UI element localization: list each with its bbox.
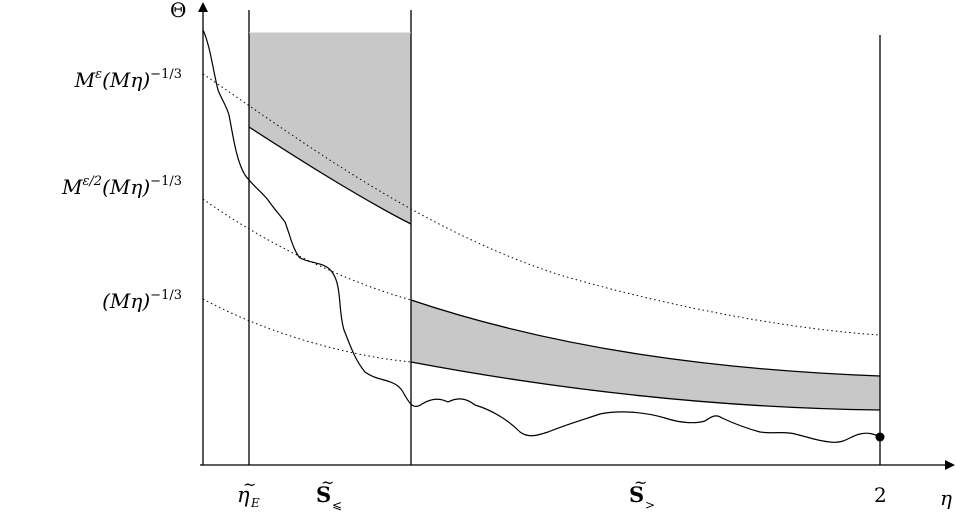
shaded-region-left: [249, 33, 411, 224]
x-label-s-le: ~ S ⩽: [316, 473, 342, 512]
boundary-curve-lower-right: [410, 361, 881, 411]
x-axis-label: η: [940, 486, 952, 510]
y-label-upper: Mε(Mη)−1/3: [74, 67, 182, 92]
boundary-curve-upper-left: [248, 126, 412, 225]
x-label-eta-e: ~ η E: [237, 475, 260, 510]
shaded-region-right: [411, 300, 880, 410]
dotted-curve-lower: [202, 298, 412, 363]
x-label-two: 2: [874, 483, 887, 507]
svg-text:>: >: [645, 498, 655, 512]
svg-text:~: ~: [243, 475, 256, 494]
x-axis-arrowhead: [945, 460, 955, 470]
theta-trajectory: [202, 29, 881, 443]
svg-text:η: η: [237, 483, 250, 507]
svg-text:E: E: [250, 496, 260, 510]
svg-text:S: S: [316, 482, 331, 507]
svg-text:~: ~: [321, 473, 334, 492]
y-label-middle: Mε/2(Mη)−1/3: [61, 174, 182, 199]
y-axis-arrowhead: [198, 2, 208, 12]
endpoint-dot: [875, 432, 885, 442]
y-axis-label: Θ: [170, 0, 186, 22]
svg-text:S: S: [629, 482, 644, 507]
dotted-curve-upper: [202, 73, 881, 336]
y-label-lower: (Mη)−1/3: [102, 288, 182, 313]
dotted-curve-middle: [202, 198, 412, 301]
x-label-s-gt: ~ S >: [629, 473, 655, 512]
svg-text:⩽: ⩽: [332, 498, 342, 512]
svg-text:~: ~: [634, 473, 647, 492]
boundary-curve-upper-right: [410, 299, 881, 377]
